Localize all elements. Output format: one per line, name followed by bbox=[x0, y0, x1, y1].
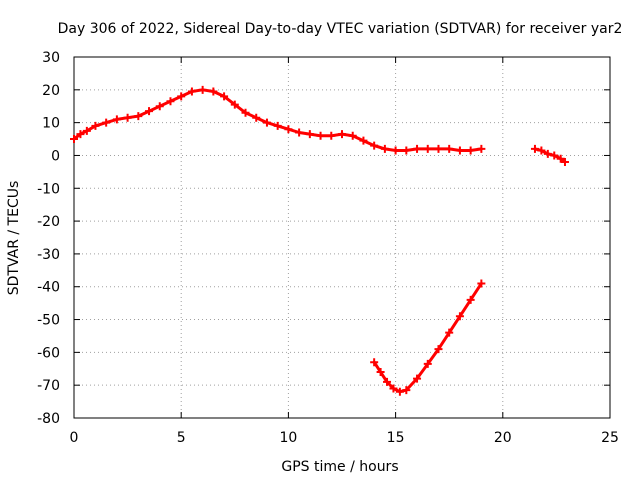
axis-ticks bbox=[73, 56, 611, 419]
data-point bbox=[383, 377, 392, 386]
data-point bbox=[466, 295, 475, 304]
y-tick-label: -30 bbox=[37, 247, 60, 263]
y-tick-label: 0 bbox=[51, 148, 60, 164]
data-point bbox=[543, 149, 552, 158]
data-point bbox=[102, 118, 111, 127]
series-line bbox=[372, 281, 483, 394]
data-point bbox=[338, 130, 346, 139]
tick-labels: 0 5 10 15 20 25 -80 -70 -60 -50 -40 -30 -20 -10 0 10 20 3… bbox=[37, 50, 619, 446]
data-point bbox=[402, 146, 411, 155]
data-point bbox=[434, 144, 443, 153]
x-axis-label: GPS time / hours bbox=[281, 459, 398, 475]
data-point bbox=[123, 113, 132, 122]
data-point bbox=[82, 126, 91, 135]
y-axis-label: SDTVAR / TECUs bbox=[6, 181, 22, 296]
y-tick-label: -20 bbox=[37, 214, 60, 230]
data-point bbox=[241, 108, 250, 117]
data-point bbox=[376, 368, 385, 377]
data-point bbox=[327, 131, 336, 140]
data-point bbox=[413, 374, 422, 383]
y-tick-label: 10 bbox=[42, 116, 60, 132]
data-point bbox=[434, 345, 443, 354]
data-point bbox=[477, 279, 486, 288]
data-point bbox=[230, 100, 239, 109]
data-point bbox=[70, 135, 78, 144]
data-point bbox=[391, 146, 400, 155]
data-point bbox=[455, 146, 464, 155]
data-point bbox=[445, 328, 454, 337]
data-point bbox=[76, 130, 85, 139]
x-tick-label: 25 bbox=[601, 430, 619, 446]
data-point bbox=[395, 387, 404, 396]
data-point bbox=[91, 121, 100, 130]
data-point bbox=[112, 115, 121, 124]
y-tick-label: -80 bbox=[37, 411, 60, 427]
data-point bbox=[284, 125, 293, 134]
data-point bbox=[556, 154, 565, 163]
data-point bbox=[537, 146, 546, 155]
data-series bbox=[370, 279, 486, 396]
data-point bbox=[413, 144, 422, 153]
data-point bbox=[423, 359, 432, 368]
plot-frame bbox=[73, 56, 611, 419]
y-tick-label: -60 bbox=[37, 345, 60, 361]
data-series bbox=[70, 85, 486, 155]
y-tick-label: 20 bbox=[42, 83, 60, 99]
data-point bbox=[445, 144, 454, 153]
data-point bbox=[389, 384, 398, 393]
data-point bbox=[134, 112, 143, 121]
data-point bbox=[550, 151, 559, 160]
y-tick-label: 30 bbox=[42, 50, 60, 66]
data-point bbox=[530, 144, 539, 153]
x-tick-label: 0 bbox=[70, 430, 79, 446]
data-point bbox=[187, 87, 196, 96]
y-tick-label: -50 bbox=[37, 313, 60, 329]
data-point bbox=[455, 312, 464, 321]
data-point bbox=[220, 92, 229, 101]
y-tick-label: -40 bbox=[37, 280, 60, 296]
y-tick-label: -70 bbox=[37, 378, 60, 394]
data-point bbox=[273, 121, 282, 130]
data-point bbox=[305, 130, 314, 139]
data-point bbox=[423, 144, 432, 153]
data-point bbox=[380, 144, 389, 153]
series-line bbox=[72, 88, 483, 152]
data-point bbox=[348, 131, 357, 140]
data-point bbox=[316, 131, 325, 140]
grid bbox=[74, 57, 610, 418]
x-tick-label: 10 bbox=[279, 430, 297, 446]
data-point bbox=[209, 87, 218, 96]
data-point bbox=[560, 158, 569, 167]
data-point bbox=[155, 102, 164, 111]
data-point bbox=[252, 113, 261, 122]
x-tick-label: 5 bbox=[177, 430, 186, 446]
x-tick-label: 20 bbox=[494, 430, 512, 446]
data-point bbox=[145, 107, 154, 116]
y-tick-label: -10 bbox=[37, 181, 60, 197]
data-point bbox=[477, 144, 486, 153]
data-point bbox=[370, 141, 379, 150]
data-point bbox=[295, 128, 304, 137]
data-layer bbox=[70, 85, 569, 396]
data-point bbox=[262, 118, 271, 127]
x-tick-label: 15 bbox=[387, 430, 405, 446]
data-point bbox=[359, 136, 368, 145]
data-series bbox=[530, 144, 569, 167]
chart-title: Day 306 of 2022, Sidereal Day-to-day VTE… bbox=[58, 21, 623, 37]
data-point bbox=[370, 358, 379, 367]
data-point bbox=[177, 92, 186, 101]
data-point bbox=[166, 97, 175, 106]
data-point bbox=[198, 85, 207, 94]
data-point bbox=[466, 146, 475, 155]
data-point bbox=[402, 386, 411, 395]
